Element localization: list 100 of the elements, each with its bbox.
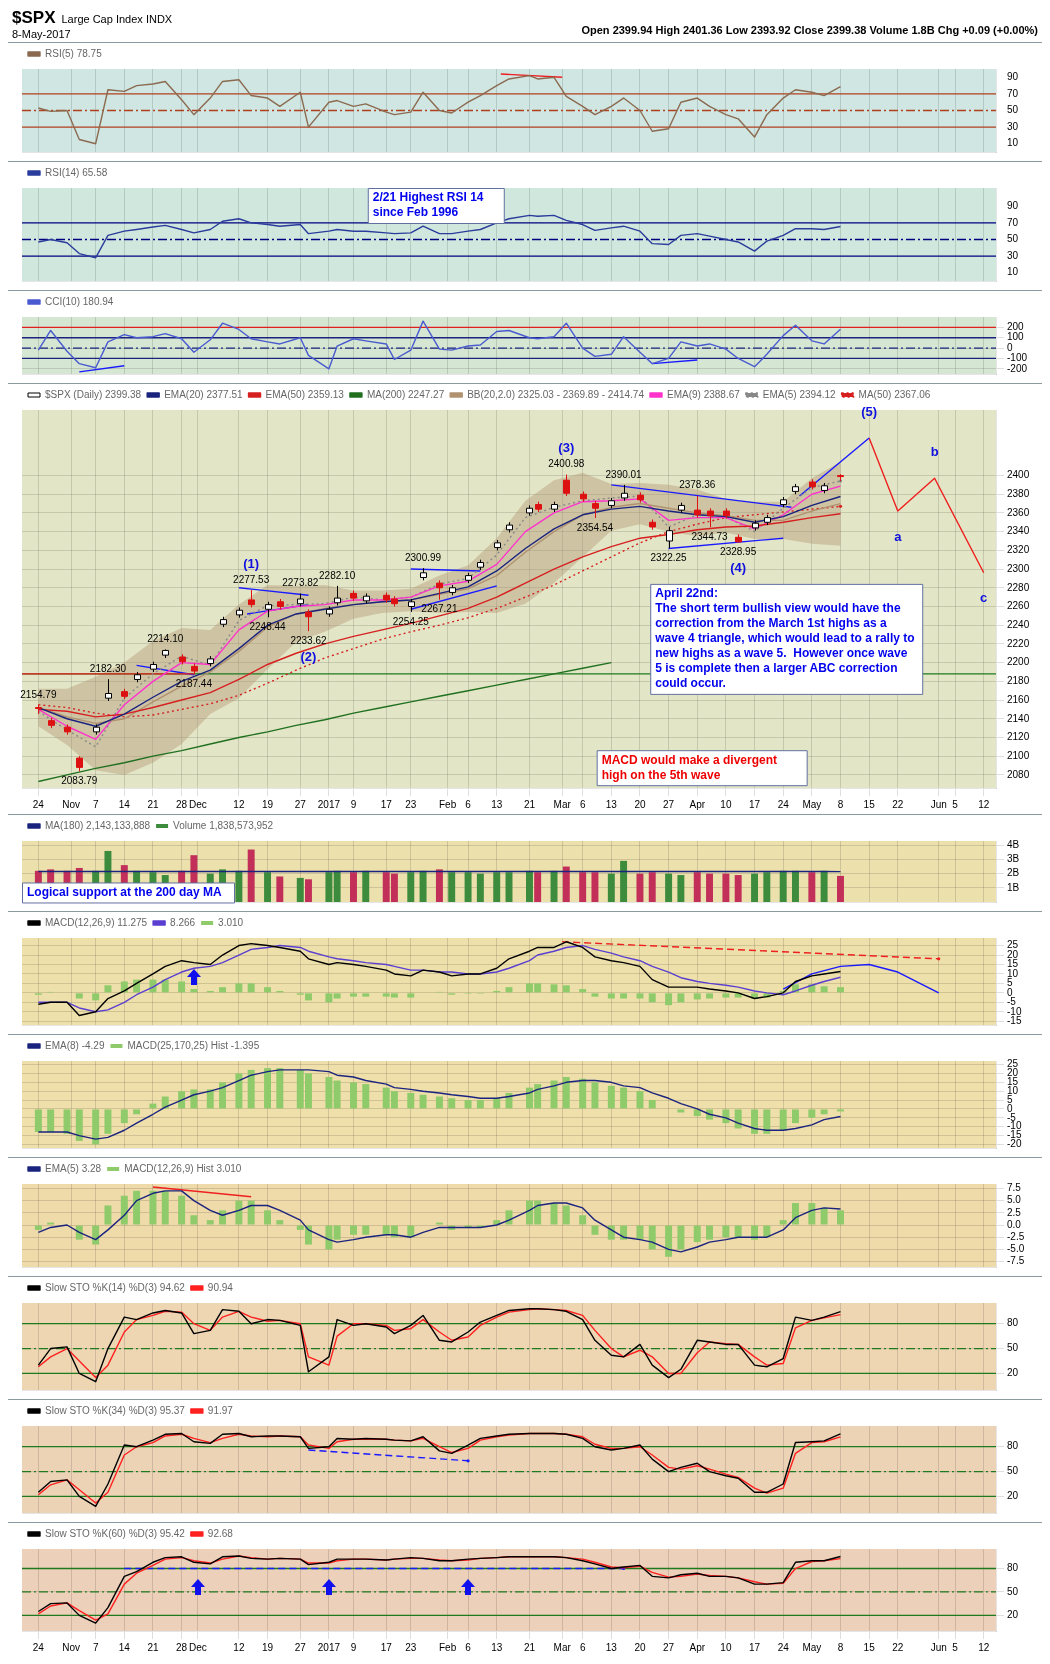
bar [149, 1190, 157, 1225]
x-tick-label: 13 [605, 1641, 618, 1653]
y-tick-label: 25 [1007, 939, 1019, 951]
bar [34, 1109, 42, 1133]
legend-label: EMA(50) 2359.13 [265, 388, 345, 400]
y-tick-label: 3B [1007, 853, 1020, 865]
bar [493, 872, 501, 902]
bar [333, 1225, 341, 1240]
y-tick-label: 2160 [1007, 693, 1030, 705]
bar [190, 989, 198, 993]
legend-label: EMA(8) -4.29 [45, 1039, 105, 1051]
bar [693, 1225, 701, 1243]
y-tick-label: -15 [1007, 1129, 1022, 1141]
x-tick-label: 12 [978, 798, 990, 810]
bar [562, 1076, 570, 1109]
x-tick-label: 21 [523, 1641, 536, 1653]
y-tick-label: 2B [1007, 867, 1020, 879]
y-tick-label: 4B [1007, 839, 1020, 851]
candlestick [666, 526, 673, 549]
bar [419, 1094, 427, 1109]
x-tick-label: Apr [689, 798, 706, 810]
bar [820, 870, 828, 902]
bar [247, 983, 255, 993]
y-tick-label: 2140 [1007, 712, 1030, 724]
legend-label: RSI(5) 78.75 [45, 47, 103, 59]
bar [304, 879, 312, 902]
y-tick-label: 2120 [1007, 731, 1030, 743]
y-tick-label: 2380 [1007, 487, 1030, 499]
bar [235, 1200, 243, 1225]
y-tick-label: -20 [1007, 1138, 1022, 1150]
legend-label: 90.94 [207, 1281, 234, 1293]
y-tick-label: 5 [1007, 1093, 1013, 1105]
bar [296, 877, 304, 902]
y-tick-label: 10 [1007, 137, 1019, 149]
bar [791, 870, 799, 902]
bar [820, 1207, 828, 1225]
y-tick-label: 20 [1007, 1609, 1019, 1621]
bar [264, 987, 272, 993]
bar [693, 872, 701, 902]
bar [648, 993, 656, 1003]
bar [837, 875, 844, 902]
candlestick [694, 495, 701, 519]
y-tick-label: 2080 [1007, 768, 1030, 780]
y-tick-label: 0.0 [1007, 1218, 1022, 1230]
y-tick-label: 2360 [1007, 506, 1030, 518]
bar [636, 873, 644, 902]
legend-label: EMA(5) 3.28 [45, 1162, 102, 1174]
annotation: 2354.54 [576, 521, 614, 533]
legend-label: EMA(9) 2388.67 [666, 388, 741, 400]
bar [820, 1109, 828, 1115]
y-tick-label: 0 [1007, 341, 1013, 353]
bar [75, 993, 83, 999]
bar [636, 993, 644, 999]
y-tick-label: 80 [1007, 1317, 1019, 1329]
x-tick-label: Dec [189, 1641, 207, 1653]
bar [92, 1225, 100, 1245]
bar [591, 1225, 599, 1235]
bar [591, 872, 599, 902]
chart-title: $SPX [12, 8, 56, 27]
bar [648, 1225, 656, 1250]
y-tick-label: 20 [1007, 1490, 1019, 1502]
bar [837, 1210, 844, 1225]
annotation: 2390.01 [605, 468, 643, 480]
bar [706, 873, 714, 902]
x-tick-label: 23 [405, 1641, 417, 1653]
bar [247, 849, 255, 902]
bar [333, 993, 341, 999]
x-tick-label: Nov [62, 798, 81, 810]
bar [706, 1225, 714, 1240]
annotation: 2187.44 [175, 678, 213, 690]
bar [247, 1200, 255, 1225]
annotation: MACD would make a divergent high on the 5th wave [601, 752, 778, 782]
x-tick-label: 19 [261, 1641, 274, 1653]
bar [791, 1203, 799, 1225]
legend-label: MA(180) 2,143,133,888 [45, 819, 151, 831]
x-tick-label: Feb [439, 798, 457, 810]
bar [133, 1190, 141, 1225]
x-tick-label: 12 [233, 798, 245, 810]
x-tick-label: 7 [92, 798, 99, 810]
bar [206, 1089, 214, 1109]
x-tick-label: 17 [748, 798, 761, 810]
y-tick-label: 7.5 [1007, 1182, 1022, 1194]
bar [706, 993, 714, 999]
y-tick-label: 50 [1007, 1585, 1019, 1597]
bar [693, 993, 701, 1000]
bar [751, 1109, 759, 1134]
bar [362, 1084, 370, 1109]
y-tick-label: 50 [1007, 233, 1019, 245]
y-tick-label: -5 [1007, 1111, 1017, 1123]
y-tick-label: 200 [1007, 321, 1025, 333]
y-tick-label: 2220 [1007, 637, 1030, 649]
x-tick-label: 28 [176, 798, 188, 810]
bar [362, 870, 370, 902]
x-tick-label: Mar [553, 1641, 572, 1653]
bar [779, 1109, 787, 1131]
legend-label: 91.97 [207, 1404, 234, 1416]
y-tick-label: 2180 [1007, 675, 1030, 687]
x-tick-label: 6 [579, 1641, 586, 1653]
bar [219, 1082, 227, 1109]
candlestick [105, 678, 112, 702]
